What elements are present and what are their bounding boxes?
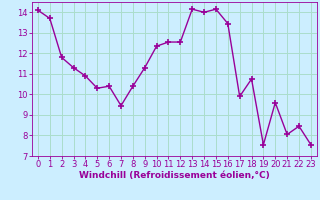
X-axis label: Windchill (Refroidissement éolien,°C): Windchill (Refroidissement éolien,°C) [79,171,270,180]
